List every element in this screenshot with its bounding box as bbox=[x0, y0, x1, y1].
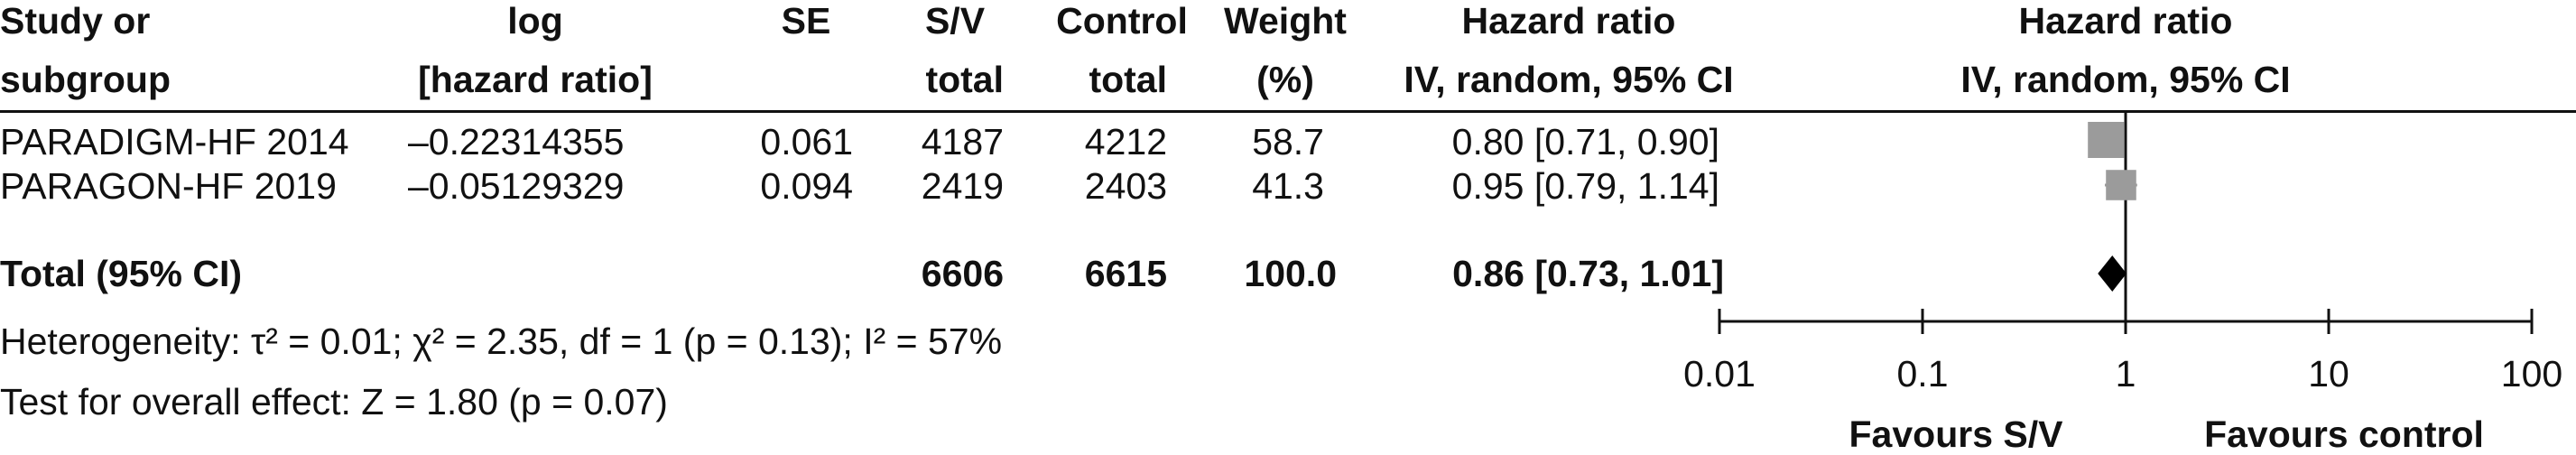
header-sv-line1: S/V bbox=[924, 0, 986, 42]
study-log-hr: –0.22314355 bbox=[408, 121, 625, 162]
header-control-line1: Control bbox=[1056, 0, 1188, 42]
study-control-total: 4212 bbox=[1084, 121, 1167, 162]
total-sv: 6606 bbox=[921, 253, 1004, 294]
study-weight: 41.3 bbox=[1252, 165, 1324, 207]
axis-tick-label: 100 bbox=[2500, 353, 2563, 395]
overall-effect-text: Test for overall effect: Z = 1.80 (p = 0… bbox=[0, 381, 668, 422]
total-label: Total (95% CI) bbox=[0, 253, 243, 294]
study-weight: 58.7 bbox=[1252, 121, 1324, 162]
header-log-line1: log bbox=[507, 0, 563, 42]
header-log-line2: [hazard ratio] bbox=[418, 59, 653, 100]
pooled-estimate-diamond bbox=[2098, 255, 2127, 292]
heterogeneity-text: Heterogeneity: τ² = 0.01; χ² = 2.35, df … bbox=[0, 320, 1003, 362]
header-weight-line1: Weight bbox=[1224, 0, 1347, 42]
header-study-line1: Study or bbox=[0, 0, 151, 42]
study-log-hr: –0.05129329 bbox=[408, 165, 625, 207]
header-plot-line1: Hazard ratio bbox=[2018, 0, 2233, 42]
favours-left-label: Favours S/V bbox=[1849, 413, 2063, 455]
study-name: PARADIGM-HF 2014 bbox=[0, 121, 349, 162]
header-hr-line1: Hazard ratio bbox=[1461, 0, 1676, 42]
total-hr-ci: 0.86 [0.73, 1.01] bbox=[1452, 253, 1724, 294]
axis-tick-label: 0.01 bbox=[1683, 353, 1756, 395]
study-name: PARAGON-HF 2019 bbox=[0, 165, 337, 207]
header-control-line2: total bbox=[1089, 59, 1167, 100]
study-se: 0.061 bbox=[760, 121, 853, 162]
study-hr-ci: 0.95 [0.79, 1.14] bbox=[1451, 165, 1719, 207]
header-study-line2: subgroup bbox=[0, 59, 171, 100]
header-sv-line2: total bbox=[925, 59, 1004, 100]
header-se: SE bbox=[781, 0, 831, 42]
header-separator bbox=[0, 110, 2576, 113]
header-plot-line2: IV, random, 95% CI bbox=[1960, 59, 2291, 100]
study-se: 0.094 bbox=[760, 165, 853, 207]
study-control-total: 2403 bbox=[1084, 165, 1167, 207]
header-weight-line2: (%) bbox=[1256, 59, 1314, 100]
header-hr-line2: IV, random, 95% CI bbox=[1404, 59, 1734, 100]
axis-tick-label: 10 bbox=[2308, 353, 2349, 395]
favours-right-label: Favours control bbox=[2204, 413, 2484, 455]
study-sv-total: 4187 bbox=[921, 121, 1004, 162]
study-point-marker bbox=[2088, 122, 2125, 158]
study-hr-ci: 0.80 [0.71, 0.90] bbox=[1451, 121, 1719, 162]
total-control: 6615 bbox=[1084, 253, 1167, 294]
axis-tick-label: 0.1 bbox=[1896, 353, 1949, 395]
axis-tick-label: 1 bbox=[2115, 353, 2136, 395]
total-weight: 100.0 bbox=[1244, 253, 1337, 294]
study-point-marker bbox=[2106, 170, 2136, 200]
study-sv-total: 2419 bbox=[921, 165, 1004, 207]
